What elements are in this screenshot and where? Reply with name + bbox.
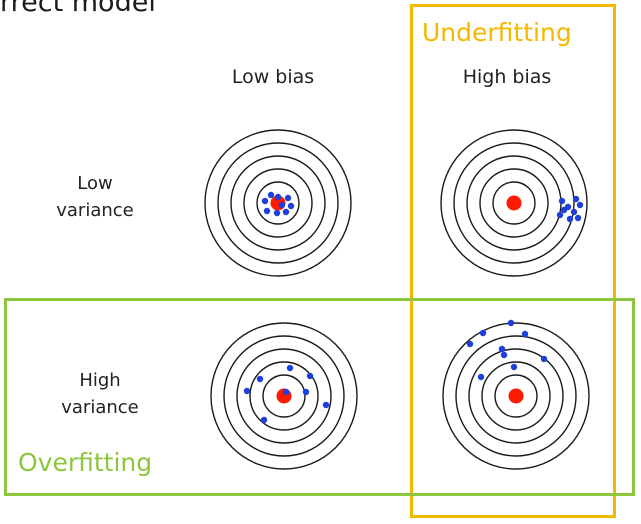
target-ring — [453, 142, 575, 264]
target-ring — [494, 374, 538, 418]
row-header-line: High — [79, 370, 121, 391]
target-ring — [440, 129, 588, 277]
underfitting-box — [410, 4, 616, 518]
shot-dot — [576, 201, 584, 209]
shot-dot — [302, 388, 310, 396]
shot-dot — [558, 197, 566, 205]
target-ring — [243, 168, 313, 238]
target-ring — [479, 168, 549, 238]
column-header-high-bias: High bias — [462, 66, 552, 88]
shot-dot — [510, 363, 518, 371]
target-low-bias-high-variance — [210, 322, 358, 470]
shot-dot — [273, 209, 281, 217]
shot-dot — [566, 215, 574, 223]
target-ring — [468, 348, 564, 444]
bullseye — [506, 195, 522, 211]
target-ring — [256, 181, 300, 225]
shot-dot — [282, 208, 290, 216]
shot-dot — [286, 364, 294, 372]
target-ring — [217, 142, 339, 264]
row-header-line: variance — [56, 200, 134, 221]
target-low-bias-low-variance — [204, 129, 352, 277]
target-ring — [249, 361, 319, 431]
target-high-bias-low-variance — [440, 129, 588, 277]
shot-dot — [507, 319, 515, 327]
row-header-low-variance: Low variance — [35, 170, 155, 224]
underfitting-label: Underfitting — [422, 18, 572, 47]
shot-dot — [284, 194, 292, 202]
shot-dot — [572, 195, 580, 203]
shot-dot — [540, 355, 548, 363]
target-ring — [455, 335, 577, 457]
shot-dot — [574, 214, 582, 222]
shot-dot — [500, 351, 508, 359]
shot-dot — [267, 191, 275, 199]
shot-dot — [570, 208, 578, 216]
shot-dot — [560, 206, 568, 214]
shot-dot — [322, 401, 330, 409]
target-ring — [262, 374, 306, 418]
target-ring — [492, 181, 536, 225]
shot-dot — [287, 202, 295, 210]
slide-title: rrect model — [0, 0, 156, 18]
row-header-line: Low — [77, 173, 113, 194]
target-ring — [230, 155, 326, 251]
target-ring — [236, 348, 332, 444]
target-ring — [204, 129, 352, 277]
shot-dot — [521, 330, 529, 338]
shot-dot — [260, 416, 268, 424]
shot-dot — [306, 372, 314, 380]
row-header-line: variance — [61, 397, 139, 418]
shot-dot — [256, 375, 264, 383]
target-ring — [481, 361, 551, 431]
target-ring — [210, 322, 358, 470]
row-header-high-variance: High variance — [40, 367, 160, 421]
shot-dot — [466, 340, 474, 348]
shot-dot — [498, 345, 506, 353]
shot-dot — [243, 387, 251, 395]
column-header-low-bias: Low bias — [231, 66, 315, 88]
target-ring — [442, 322, 590, 470]
shot-dot — [278, 201, 286, 209]
target-ring — [223, 335, 345, 457]
shot-dot — [479, 329, 487, 337]
shot-dot — [274, 193, 282, 201]
shot-dot — [263, 207, 271, 215]
shot-dot — [477, 373, 485, 381]
shot-dot — [282, 388, 290, 396]
overfitting-label: Overfitting — [18, 448, 153, 477]
bullseye — [508, 388, 524, 404]
shot-dot — [261, 197, 269, 205]
shot-dot — [556, 211, 564, 219]
target-high-bias-high-variance — [442, 319, 590, 470]
overfitting-box — [4, 298, 635, 496]
